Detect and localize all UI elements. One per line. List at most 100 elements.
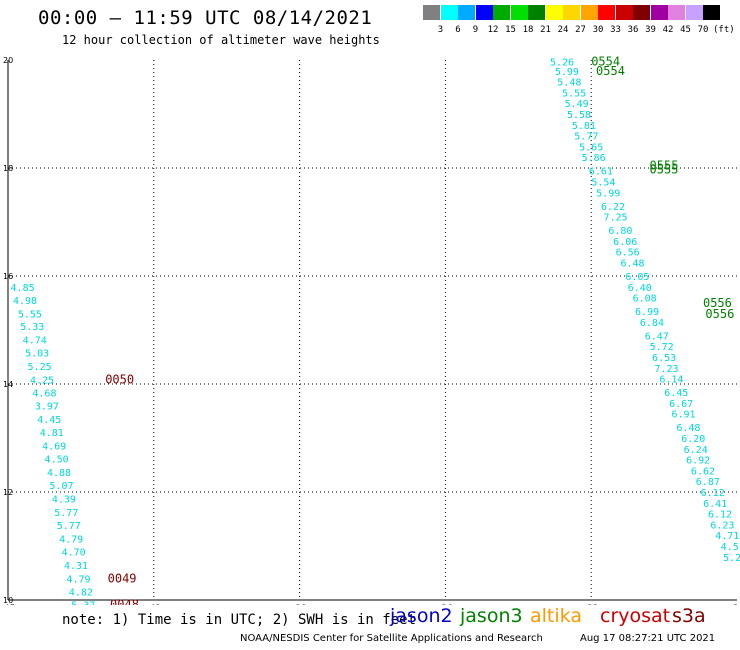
wave-height-point: 5.81 bbox=[572, 121, 596, 132]
x-tick-label: -39 bbox=[292, 604, 307, 605]
wave-height-point: 6.06 bbox=[613, 237, 637, 248]
wave-height-point: 5.77 bbox=[574, 132, 598, 143]
x-tick-label: -45 bbox=[1, 604, 16, 605]
colorbar-label: 6 bbox=[455, 25, 461, 35]
colorbar-swatch bbox=[440, 5, 458, 20]
y-tick-label: 12 bbox=[3, 488, 13, 497]
pass-time-label: 0556 bbox=[703, 296, 732, 310]
colorbar-label: 36 bbox=[627, 25, 639, 35]
wave-height-point: 4.79 bbox=[66, 574, 90, 585]
colorbar-label: 70 bbox=[697, 25, 709, 35]
wave-height-point: 6.67 bbox=[669, 399, 693, 410]
wave-height-point: 5.37 bbox=[71, 600, 95, 605]
colorbar-swatch bbox=[528, 5, 545, 20]
wave-height-point: 4.69 bbox=[42, 442, 66, 453]
wave-height-point: 6.84 bbox=[640, 318, 664, 329]
colorbar-label: 33 bbox=[610, 25, 621, 35]
wave-height-point: 5.48 bbox=[557, 78, 581, 89]
colorbar-swatch bbox=[510, 5, 528, 20]
wave-height-point: 4.85 bbox=[11, 283, 35, 294]
wave-height-point: 6.45 bbox=[664, 388, 688, 399]
wave-height-point: 7.23 bbox=[654, 364, 678, 375]
wave-height-point: 6.53 bbox=[652, 353, 676, 364]
colorbar-swatch bbox=[545, 5, 563, 20]
colorbar-unit: (ft) bbox=[713, 25, 735, 35]
wave-height-point: 5.77 bbox=[57, 521, 81, 532]
x-tick-label: -42 bbox=[146, 604, 161, 605]
pass-time-label: 0554 bbox=[596, 64, 625, 78]
pass-time-label: 0048 bbox=[110, 597, 139, 605]
wave-height-point: 4.25 bbox=[30, 376, 54, 387]
wave-height-point: 4.74 bbox=[23, 336, 47, 347]
colorbar-label: 39 bbox=[645, 25, 656, 35]
wave-height-point: 6.12 bbox=[701, 488, 725, 499]
wave-height-point: 4.31 bbox=[64, 561, 88, 572]
wave-height-point: 7.25 bbox=[603, 213, 627, 224]
wave-height-point: 6.92 bbox=[686, 456, 710, 467]
wave-height-point: 5.65 bbox=[579, 142, 603, 153]
pass-time-label: 0049 bbox=[108, 571, 137, 585]
colorbar-label: 27 bbox=[575, 25, 586, 35]
legend-jason3: jason3 bbox=[460, 605, 523, 627]
pass-time-label: 0554 bbox=[591, 55, 620, 69]
pass-time-label: 0555 bbox=[650, 163, 679, 177]
colorbar-swatch bbox=[580, 5, 598, 20]
colorbar-swatch bbox=[423, 5, 440, 20]
wave-height-point: 5.99 bbox=[555, 67, 579, 78]
colorbar-swatch bbox=[633, 5, 650, 20]
wave-height-point: 5.99 bbox=[596, 188, 620, 199]
legend-jason2: jason2 bbox=[390, 605, 453, 627]
plot-area: -45 -42 -39 -36 -33 -30 10 12 14 16 18 20 4.85 4.98 5.… bbox=[1, 55, 740, 605]
wave-height-point: 6.48 bbox=[620, 259, 644, 270]
chart-title: 00:00 – 11:59 UTC 08/14/2021 bbox=[38, 7, 373, 29]
wave-height-point: 5.07 bbox=[49, 481, 73, 492]
y-tick-label: 14 bbox=[3, 380, 13, 389]
colorbar-swatch bbox=[703, 5, 720, 20]
colorbar-label: 12 bbox=[487, 25, 499, 35]
x-tick-label: -36 bbox=[438, 604, 453, 605]
colorbar-swatch bbox=[615, 5, 633, 20]
credit-line: NOAA/NESDIS Center for Satellite Applica… bbox=[240, 633, 543, 644]
wave-height-point: 5.49 bbox=[565, 99, 589, 110]
wave-height-point: 5.55 bbox=[562, 88, 586, 99]
wave-height-point: 6.41 bbox=[703, 499, 727, 510]
colorbar-label: 9 bbox=[472, 25, 479, 35]
colorbar-label: 30 bbox=[592, 25, 604, 35]
wave-height-point: 5.54 bbox=[591, 178, 615, 189]
wave-height-point: 6.99 bbox=[635, 307, 659, 318]
wave-height-point: 5.58 bbox=[567, 110, 591, 121]
wave-height-point: 4.68 bbox=[32, 389, 56, 400]
wave-height-point: 4.71 bbox=[715, 531, 739, 542]
wave-height-point: 4.82 bbox=[69, 587, 93, 598]
legend-altika: altika bbox=[530, 605, 582, 627]
colorbar-swatch bbox=[563, 5, 580, 20]
wave-height-point: 5.86 bbox=[582, 153, 606, 164]
colorbar-label: 18 bbox=[522, 25, 534, 35]
wave-height-point: 3.97 bbox=[35, 402, 59, 413]
wave-height-point: 4.5 bbox=[721, 542, 739, 553]
wave-height-point: 4.50 bbox=[45, 455, 69, 466]
colorbar-swatch bbox=[493, 5, 510, 20]
wave-height-point: 6.91 bbox=[671, 410, 695, 421]
colorbar-label: 21 bbox=[540, 25, 551, 35]
wave-height-point: 6.22 bbox=[601, 202, 625, 213]
legend-s3a: s3a bbox=[672, 605, 706, 627]
colorbar-label: 42 bbox=[662, 25, 674, 35]
wave-height-point: 5.33 bbox=[20, 322, 44, 333]
pass-time-label: 0050 bbox=[105, 373, 134, 387]
wave-height-point: 4.88 bbox=[47, 468, 71, 479]
legend-cryosat: cryosat bbox=[600, 605, 671, 627]
colorbar-swatch bbox=[685, 5, 703, 20]
wave-height-point: 5.55 bbox=[18, 309, 42, 320]
wave-height-point: 6.87 bbox=[696, 477, 720, 488]
colorbar-swatch bbox=[668, 5, 685, 20]
wave-height-point: 6.14 bbox=[659, 375, 683, 386]
units-note: note: 1) Time is in UTC; 2) SWH is in fe… bbox=[62, 612, 417, 628]
wave-height-point: 6.24 bbox=[684, 445, 708, 456]
wave-height-point: 6.12 bbox=[708, 510, 732, 521]
colorbar-swatch bbox=[475, 5, 493, 20]
y-tick-label: 16 bbox=[3, 272, 13, 281]
y-tick-label: 20 bbox=[3, 56, 13, 65]
wave-height-point: 6.47 bbox=[645, 331, 669, 342]
y-tick-label: 18 bbox=[3, 164, 13, 173]
